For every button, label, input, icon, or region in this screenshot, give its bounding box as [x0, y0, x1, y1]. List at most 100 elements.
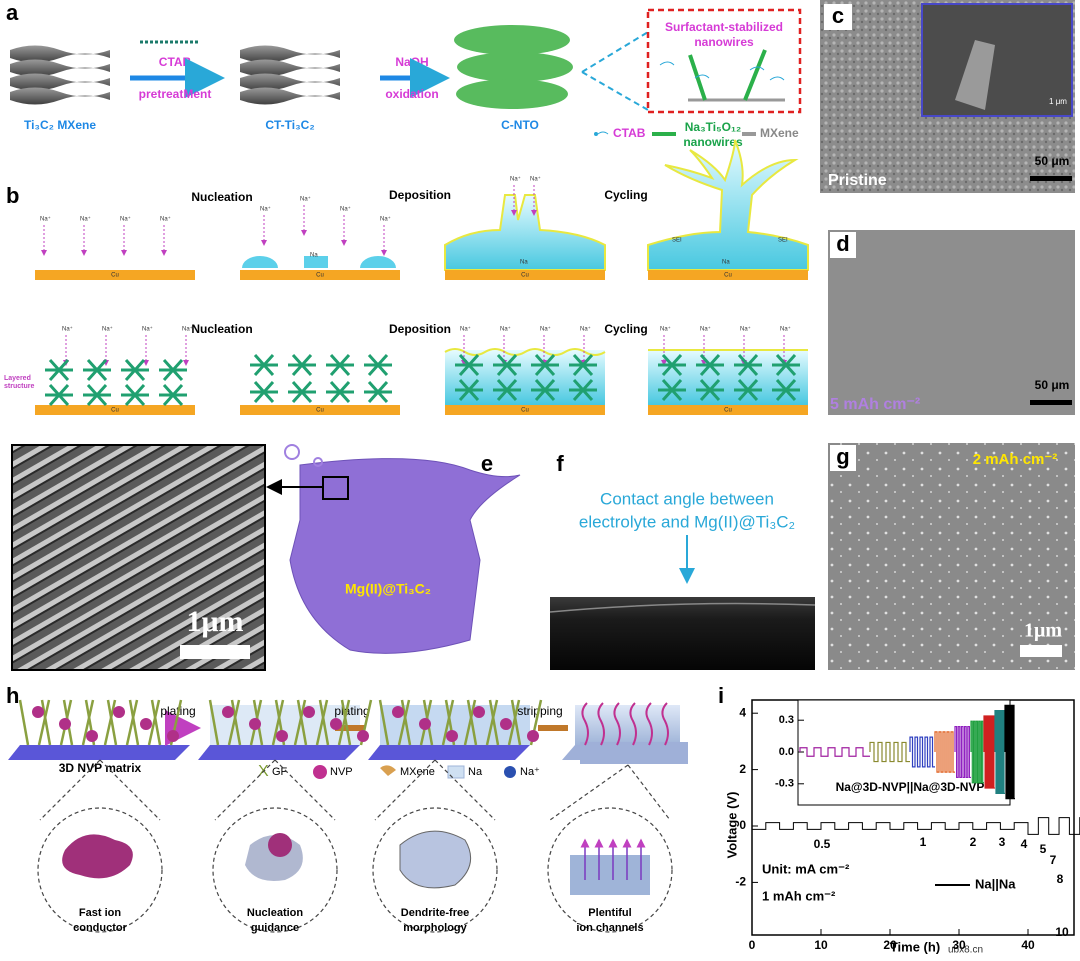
y-tick-label: -2: [735, 875, 746, 889]
ion-label: Na⁺: [340, 206, 351, 213]
panel-label: d: [836, 231, 849, 256]
stage-caption: ion channels: [576, 922, 643, 934]
nvp-particle: [527, 730, 539, 742]
ion-channel: [581, 702, 589, 746]
cu-label: Cu: [521, 273, 529, 279]
gf-rod: [293, 699, 307, 746]
stage-caption: guidance: [251, 922, 299, 934]
layered-structure: [159, 383, 187, 407]
caption: 2 mAh cm⁻²: [973, 451, 1058, 468]
cu-foil: [240, 405, 400, 415]
gf-rod: [441, 699, 455, 746]
stage-caption: conductor: [73, 922, 127, 934]
layered-structure: [772, 378, 800, 402]
inset-trace: [970, 720, 984, 784]
inset-tick-label: 0.0: [779, 746, 794, 758]
layered-structure: [250, 353, 278, 377]
step-label: Cycling: [604, 322, 647, 336]
legend: GF NVP MXene Na Na⁺: [272, 766, 540, 778]
nvp-particle: [473, 706, 485, 718]
gf-rod: [106, 699, 118, 746]
rate-label: 5: [1040, 842, 1047, 856]
ion-label: Na⁺: [80, 216, 91, 223]
panel-c: c 1 μm Pristine 50 μm: [820, 0, 1075, 193]
cu-label: Cu: [521, 408, 529, 414]
ion-channel: [597, 702, 605, 746]
gf-rod: [227, 699, 241, 746]
y-tick-label: 0: [739, 818, 746, 832]
panel-label: i: [718, 683, 724, 708]
ion-label: Na⁺: [40, 216, 51, 223]
step-label: Deposition: [389, 188, 451, 202]
x-tick-label: 40: [1021, 938, 1035, 952]
gf-rod: [488, 699, 500, 746]
panel-e: 1μm Mg(II)@Ti₃C₂ e: [11, 444, 521, 671]
legend-label: Na⁺: [520, 766, 540, 778]
gf-rod: [337, 699, 351, 746]
cu-label: Cu: [316, 408, 324, 414]
panel-label: b: [6, 183, 19, 208]
gf-rod: [397, 699, 411, 746]
panel-label: f: [556, 451, 564, 476]
rate-label: 0.5: [814, 837, 831, 851]
ion-label: Na⁺: [500, 326, 511, 333]
inset-trace: [954, 725, 971, 779]
ion-label: Na⁺: [182, 326, 193, 333]
scale-label: 1μm: [187, 605, 244, 638]
layered-structure: [364, 380, 392, 404]
inset-trace: [869, 741, 910, 763]
ion-label: Na⁺: [380, 216, 391, 223]
x-tick-label: 20: [883, 938, 897, 952]
ion-label: Na⁺: [260, 206, 271, 213]
stage-caption: morphology: [403, 922, 467, 934]
nvp-particle: [59, 718, 71, 730]
nvp-particle: [303, 706, 315, 718]
ion-label: Na⁺: [300, 196, 311, 203]
cu-label: Cu: [111, 408, 119, 414]
ion-label: Na⁺: [62, 326, 73, 333]
layered-structure: [455, 353, 483, 377]
gf-rod: [315, 699, 329, 746]
gf-rod: [18, 699, 30, 746]
process: pretreatMent: [139, 87, 212, 101]
nvp-particle: [330, 718, 342, 730]
layered-structure: [658, 378, 686, 402]
scale-label: 50 μm: [1035, 154, 1070, 168]
ion-channel: [645, 702, 653, 746]
layered-structure: [250, 380, 278, 404]
panel-h: h plating plating stripping 3D NVP matri…: [6, 683, 688, 934]
x-tick-label: 30: [952, 938, 966, 952]
nvp-particle: [446, 730, 458, 742]
gf-rod: [340, 699, 352, 746]
gf-rod: [400, 699, 412, 746]
nvp-particle: [276, 730, 288, 742]
layered-structure: [658, 353, 686, 377]
gf-rod: [463, 699, 477, 746]
y-axis-label: Voltage (V): [724, 792, 739, 859]
ion-channel: [629, 702, 637, 746]
legend-label: GF: [272, 766, 288, 778]
gf-rod: [230, 699, 242, 746]
legend-label: nanowires: [683, 135, 743, 149]
ion-label: Na⁺: [740, 326, 751, 333]
legend-label: Na: [468, 766, 483, 778]
legend-label: MXene: [400, 766, 435, 778]
rate-label: 4: [1021, 837, 1028, 851]
rate-label: 8: [1057, 872, 1064, 886]
cu-foil: [240, 270, 400, 280]
ion-label: Na⁺: [540, 326, 551, 333]
caption: electrolyte and Mg(II)@Ti₃C₂: [579, 512, 795, 531]
panel-i: i Voltage (V) Time (h) Unit: mA cm⁻² 1 m…: [718, 683, 1080, 956]
ion-channel: [613, 702, 621, 746]
stage-caption: Dendrite-free: [401, 907, 469, 919]
layered-structure: [569, 378, 597, 402]
panel-label: a: [6, 0, 19, 25]
gf-rod: [125, 699, 139, 746]
gf-rod: [318, 699, 330, 746]
ion-label: Na⁺: [510, 176, 521, 183]
step-label: Nucleation: [191, 190, 252, 204]
ion-label: Na⁺: [700, 326, 711, 333]
nvp-particle: [357, 730, 369, 742]
layered-structure: [159, 358, 187, 382]
cu-foil: [445, 270, 605, 280]
